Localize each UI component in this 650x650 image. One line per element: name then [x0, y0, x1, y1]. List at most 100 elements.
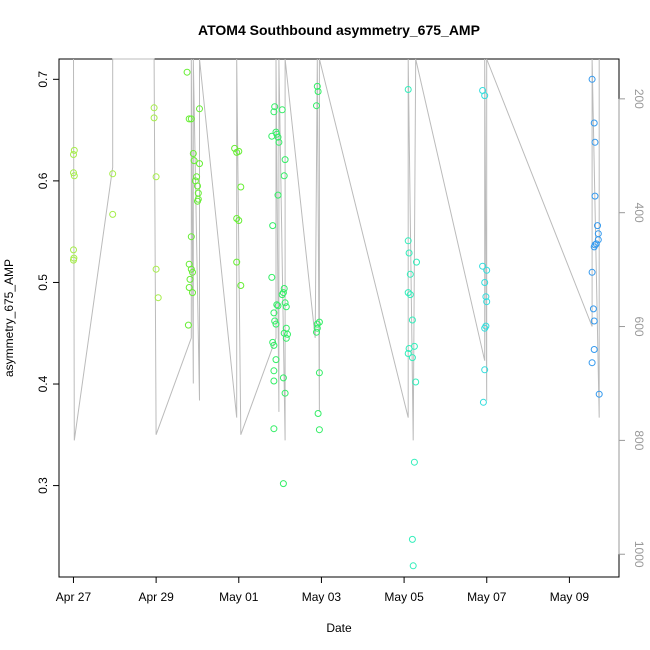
data-point	[237, 282, 245, 289]
data-point	[413, 258, 420, 266]
data-point	[594, 230, 602, 238]
data-point	[410, 458, 418, 466]
data-point	[588, 75, 596, 83]
data-point	[150, 104, 158, 112]
y-tick-label: 0.6	[36, 172, 50, 189]
data-point	[315, 369, 323, 377]
data-point	[408, 316, 416, 324]
data-point	[481, 366, 489, 374]
data-point	[280, 285, 288, 292]
data-point	[590, 243, 598, 251]
data-point	[70, 246, 77, 254]
data-point	[313, 328, 320, 336]
data-point	[482, 293, 490, 301]
data-point	[274, 133, 282, 141]
data-point	[150, 114, 158, 122]
data-point	[588, 268, 596, 276]
data-point	[315, 318, 323, 326]
data-point	[313, 82, 321, 90]
data-point	[189, 289, 196, 297]
data-point	[270, 108, 278, 116]
data-point	[270, 367, 278, 375]
data-point	[271, 317, 279, 325]
data-point	[152, 265, 160, 273]
data-point	[404, 350, 412, 357]
data-point	[590, 119, 598, 127]
data-point	[412, 378, 420, 386]
data-point	[274, 302, 282, 310]
data-point	[313, 320, 321, 328]
data-point	[483, 266, 491, 274]
y2-tick-label: 200	[632, 89, 646, 109]
data-point	[233, 258, 241, 266]
y2-tick-label: 800	[632, 430, 646, 450]
y2-tick-label: 600	[632, 317, 646, 337]
chart-title: ATOM4 Southbound asymmetry_675_AMP	[198, 22, 480, 38]
x-tick-label: May 01	[219, 590, 259, 604]
data-point	[270, 309, 278, 317]
data-point	[406, 291, 414, 299]
x-tick-label: May 03	[302, 590, 342, 604]
data-point	[282, 303, 290, 311]
data-point	[404, 86, 412, 93]
data-point	[479, 398, 487, 406]
data-point	[408, 535, 416, 543]
y2-tick-label: 400	[632, 203, 646, 223]
data-point	[481, 279, 489, 286]
data-point	[406, 270, 414, 278]
data-point	[270, 341, 278, 349]
data-point	[187, 115, 195, 123]
x-axis: Apr 27 Apr 29 May 01 May 03 May 05 May 07 May …	[56, 576, 590, 604]
data-point	[187, 233, 195, 241]
data-point	[185, 284, 193, 291]
data-point	[270, 377, 278, 385]
data-point	[410, 342, 418, 350]
data-point	[70, 151, 77, 158]
data-point	[271, 103, 279, 111]
data-point	[187, 265, 195, 273]
y-tick-label: 0.5	[36, 274, 50, 291]
y-tick-label: 0.3	[36, 477, 50, 494]
data-point	[70, 169, 77, 177]
data-point	[282, 334, 290, 342]
x-tick-label: Apr 29	[138, 590, 174, 604]
data-point	[184, 321, 192, 329]
data-point	[278, 106, 286, 114]
data-point	[404, 289, 412, 297]
data-point	[589, 305, 597, 313]
data-point	[274, 191, 282, 199]
data-point	[109, 210, 117, 218]
data-point	[70, 256, 77, 264]
data-point	[313, 324, 321, 332]
secondary-y-axis: 200 400 600 800 1000	[618, 89, 646, 568]
data-point	[409, 562, 417, 570]
data-point	[594, 222, 601, 230]
data-point	[272, 356, 280, 364]
data-point	[590, 317, 598, 325]
data-point	[279, 289, 287, 297]
data-point	[109, 170, 117, 178]
data-point	[279, 374, 287, 382]
data-point	[405, 249, 413, 257]
x-tick-label: May 09	[550, 590, 590, 604]
data-point	[235, 147, 243, 155]
x-tick-label: May 05	[384, 590, 424, 604]
data-point	[183, 68, 191, 76]
data-point	[70, 146, 78, 154]
data-point	[194, 189, 202, 197]
data-point	[152, 173, 160, 181]
line-series-layer	[73, 58, 600, 441]
data-point	[481, 324, 489, 332]
y-axis: 0.3 0.4 0.5 0.6 0.7	[36, 71, 60, 494]
data-point	[595, 390, 603, 398]
data-point	[591, 192, 599, 200]
data-point	[591, 138, 599, 146]
line-series-0	[73, 58, 600, 441]
y-axis-label: asymmetry_675_AMP	[2, 259, 16, 377]
data-point	[193, 173, 201, 181]
data-point	[408, 354, 416, 362]
data-point	[189, 268, 196, 276]
data-point	[314, 88, 322, 95]
data-point	[479, 262, 487, 270]
